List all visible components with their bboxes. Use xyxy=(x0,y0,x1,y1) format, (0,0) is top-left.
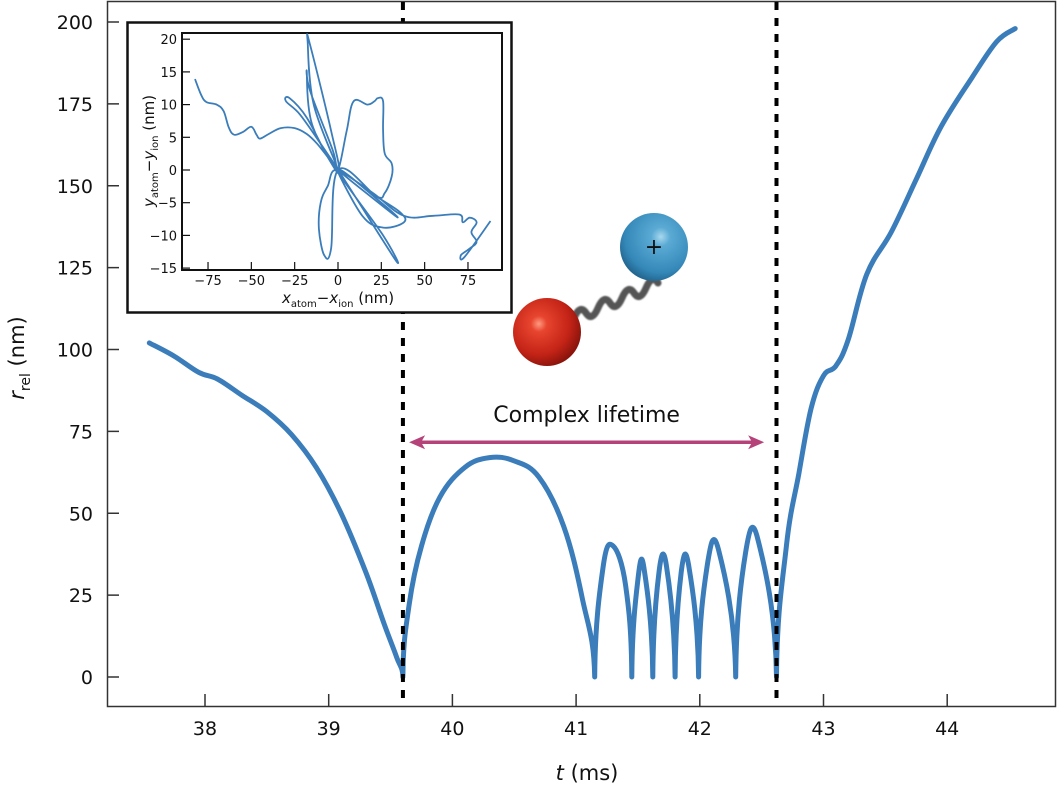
y-tick-label: 150 xyxy=(57,176,93,198)
inset-x-tick-label: 25 xyxy=(373,274,390,289)
inset-x-tick-label: 0 xyxy=(334,274,342,289)
inset-y-tick-label: 5 xyxy=(169,131,177,146)
inset-y-ticks: −15 −10 −5 0 5 10 15 20 xyxy=(150,33,190,277)
x-tick-label: 39 xyxy=(317,718,341,740)
x-axis-title: t (ms) xyxy=(556,761,619,785)
y-tick-label: 125 xyxy=(57,258,93,280)
inset-x-tick-label: −75 xyxy=(194,274,221,289)
y-tick-label: 50 xyxy=(69,503,93,525)
inset-trajectory-curve xyxy=(194,33,492,264)
inset-y-tick-label: −10 xyxy=(150,229,177,244)
y-tick-label: 100 xyxy=(57,340,93,362)
ion-plus-icon: + xyxy=(645,235,663,260)
ion-sphere-icon xyxy=(620,213,688,281)
inset-y-axis-title: yatom−yion (nm) xyxy=(140,95,161,208)
y-axis-title: rrel (nm) xyxy=(5,316,34,399)
y-tick-label: 200 xyxy=(57,12,93,34)
inset-x-ticks: −75 −50 −25 0 25 50 75 xyxy=(194,262,476,289)
y-tick-label: 0 xyxy=(81,667,93,689)
inset-y-tick-label: 15 xyxy=(160,66,177,81)
r-rel-curve xyxy=(146,26,1018,680)
complex-lifetime-label: Complex lifetime xyxy=(493,403,680,428)
inset-x-tick-label: 50 xyxy=(416,274,433,289)
inset-x-tick-label: 75 xyxy=(460,274,477,289)
spring-icon xyxy=(570,276,662,322)
atom-ion-complex-illustration: + xyxy=(513,213,688,366)
x-tick-label: 43 xyxy=(811,718,835,740)
inset-y-tick-label: −5 xyxy=(158,197,177,212)
inset-y-tick-label: 10 xyxy=(160,99,177,114)
inset-x-axis-title: xatom−xion (nm) xyxy=(281,289,394,310)
complex-lifetime-annotation: Complex lifetime xyxy=(409,403,765,450)
x-tick-label: 44 xyxy=(935,718,959,740)
inset-y-tick-label: −15 xyxy=(150,262,177,277)
x-tick-label: 42 xyxy=(688,718,712,740)
plot-frame xyxy=(106,0,1057,708)
arrow-head-left-icon xyxy=(409,435,426,450)
y-axis-ticks: 0 25 50 75 100 125 150 175 200 xyxy=(57,12,119,689)
atom-sphere-icon xyxy=(513,298,581,366)
x-axis-ticks: 38 39 40 41 42 43 44 xyxy=(193,694,959,740)
y-tick-label: 175 xyxy=(57,94,93,116)
y-tick-label: 75 xyxy=(69,421,93,443)
x-tick-label: 41 xyxy=(564,718,588,740)
x-tick-label: 40 xyxy=(440,718,464,740)
inset-axes-box xyxy=(181,32,503,271)
inset-y-tick-label: 0 xyxy=(169,164,177,179)
y-tick-label: 25 xyxy=(69,585,93,607)
inset-y-tick-label: 20 xyxy=(160,33,177,48)
arrow-head-right-icon xyxy=(748,435,765,450)
inset-frame xyxy=(126,21,513,314)
inset-x-tick-label: −50 xyxy=(238,274,265,289)
inset-x-tick-label: −25 xyxy=(281,274,308,289)
x-tick-label: 38 xyxy=(193,718,217,740)
